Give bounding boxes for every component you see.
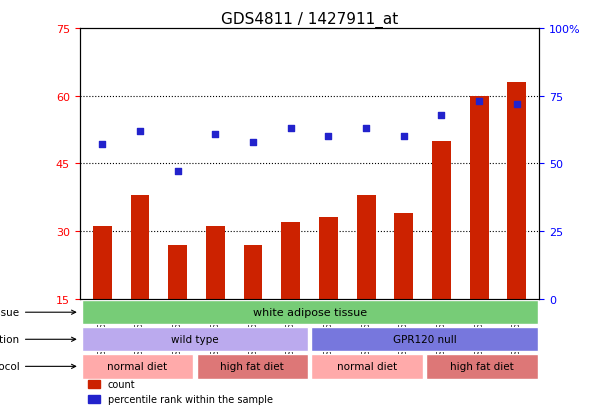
FancyBboxPatch shape <box>427 354 538 379</box>
FancyBboxPatch shape <box>82 354 192 379</box>
Legend: count, percentile rank within the sample: count, percentile rank within the sample <box>85 375 277 408</box>
Bar <box>432 141 451 299</box>
Bar <box>394 214 413 299</box>
Point <box>399 134 409 140</box>
Text: normal diet: normal diet <box>107 361 167 371</box>
FancyBboxPatch shape <box>311 327 538 351</box>
Bar <box>93 227 112 299</box>
FancyBboxPatch shape <box>311 354 422 379</box>
Text: wild type: wild type <box>171 335 218 344</box>
Title: GDS4811 / 1427911_at: GDS4811 / 1427911_at <box>221 12 398 28</box>
Point <box>474 99 484 105</box>
Bar <box>168 245 187 299</box>
Bar <box>131 195 150 299</box>
Text: high fat diet: high fat diet <box>450 361 514 371</box>
Text: genotype/variation: genotype/variation <box>0 335 75 344</box>
Point <box>173 169 183 176</box>
Text: protocol: protocol <box>0 361 75 371</box>
Bar <box>243 245 262 299</box>
Bar <box>508 83 526 299</box>
FancyBboxPatch shape <box>82 300 538 325</box>
Point <box>248 139 258 146</box>
Bar <box>357 195 376 299</box>
Point <box>135 128 145 135</box>
Point <box>324 134 333 140</box>
FancyBboxPatch shape <box>197 354 308 379</box>
Point <box>97 142 107 148</box>
Text: GPR120 null: GPR120 null <box>393 335 456 344</box>
Bar <box>470 96 489 299</box>
Point <box>361 126 371 132</box>
Point <box>210 131 220 138</box>
Text: high fat diet: high fat diet <box>220 361 284 371</box>
FancyBboxPatch shape <box>82 327 308 351</box>
Text: white adipose tissue: white adipose tissue <box>253 307 367 318</box>
Bar <box>281 223 300 299</box>
Point <box>436 112 446 119</box>
Bar <box>206 227 225 299</box>
Bar <box>319 218 338 299</box>
Text: tissue: tissue <box>0 307 75 318</box>
Point <box>512 101 522 108</box>
Point <box>286 126 295 132</box>
Text: normal diet: normal diet <box>337 361 397 371</box>
